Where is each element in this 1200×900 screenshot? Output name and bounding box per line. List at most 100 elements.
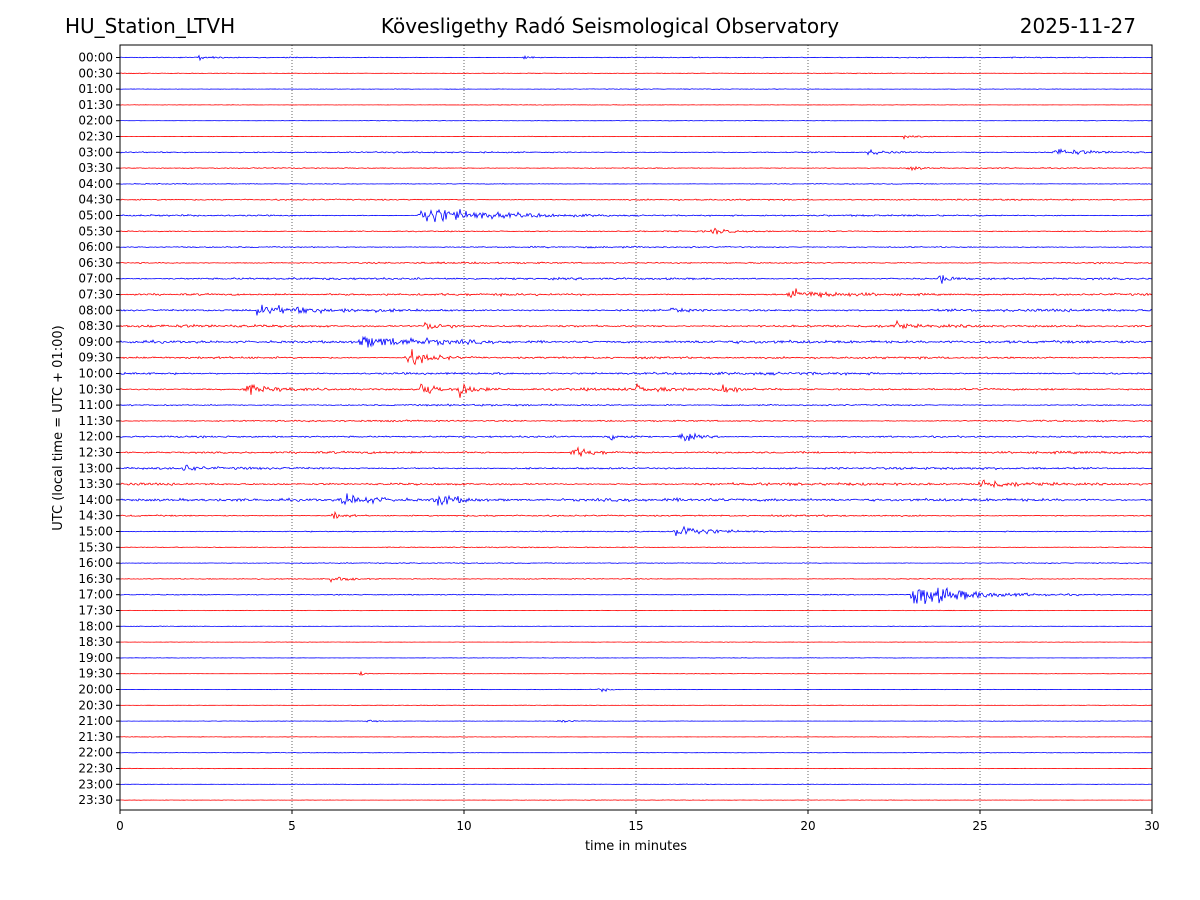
- y-tick-label: 05:30: [78, 224, 113, 238]
- y-tick-label: 05:00: [78, 209, 113, 223]
- x-tick-label: 15: [628, 819, 643, 833]
- y-tick-label: 14:30: [78, 509, 113, 523]
- trace-1200: [119, 432, 1153, 442]
- y-tick-label: 20:00: [78, 683, 113, 697]
- trace-0200: [119, 119, 1153, 122]
- seismic-traces: [119, 54, 1153, 801]
- station-name: HU_Station_LTVH: [65, 14, 236, 38]
- y-tick-label: 06:00: [78, 240, 113, 254]
- trace-0230: [119, 134, 1153, 140]
- trace-0800: [119, 304, 1153, 316]
- chart-date: 2025-11-27: [1019, 14, 1136, 38]
- y-tick-label: 00:00: [78, 51, 113, 65]
- trace-1230: [119, 446, 1153, 457]
- trace-0900: [119, 335, 1153, 348]
- x-tick-label: 10: [456, 819, 471, 833]
- x-tick-label: 30: [1144, 819, 1159, 833]
- y-tick-label: 23:00: [78, 777, 113, 791]
- y-tick-label: 17:00: [78, 588, 113, 602]
- y-tick-label: 06:30: [78, 256, 113, 270]
- trace-0930: [119, 349, 1153, 366]
- trace-1630: [119, 576, 1153, 583]
- y-tick-label: 21:00: [78, 714, 113, 728]
- trace-1900: [119, 657, 1153, 659]
- trace-0300: [119, 148, 1153, 156]
- y-tick-label: 17:30: [78, 604, 113, 618]
- y-tick-label: 09:30: [78, 351, 113, 365]
- trace-1400: [119, 493, 1153, 506]
- y-tick-label: 03:30: [78, 161, 113, 175]
- y-tick-label: 04:30: [78, 193, 113, 207]
- trace-2230: [119, 767, 1153, 770]
- x-tick-label: 0: [116, 819, 124, 833]
- trace-0430: [119, 198, 1153, 202]
- trace-1830: [119, 641, 1153, 643]
- y-tick-label: 13:00: [78, 461, 113, 475]
- trace-0000: [119, 54, 1153, 62]
- trace-1300: [119, 464, 1153, 472]
- y-tick-label: 15:00: [78, 525, 113, 539]
- trace-2130: [120, 736, 1153, 738]
- y-tick-label: 02:30: [78, 130, 113, 144]
- x-axis-ticks: 0 5 10 15 20 25 30: [116, 810, 1160, 833]
- trace-1430: [119, 510, 1153, 519]
- y-tick-label: 22:00: [78, 746, 113, 760]
- trace-0600: [119, 245, 1153, 249]
- trace-2030: [119, 704, 1153, 707]
- y-tick-label: 19:30: [78, 667, 113, 681]
- y-tick-label: 08:30: [78, 319, 113, 333]
- y-tick-label: 13:30: [78, 477, 113, 491]
- trace-1130: [119, 419, 1153, 423]
- y-tick-label: 10:30: [78, 382, 113, 396]
- y-tick-label: 09:00: [78, 335, 113, 349]
- trace-0500: [119, 208, 1153, 223]
- trace-2200: [119, 751, 1153, 754]
- grid-lines: [291, 45, 981, 810]
- x-tick-label: 25: [972, 819, 987, 833]
- trace-1600: [119, 561, 1153, 565]
- trace-0400: [119, 182, 1153, 185]
- y-tick-label: 16:30: [78, 572, 113, 586]
- trace-1000: [119, 371, 1153, 376]
- trace-0730: [119, 288, 1153, 299]
- trace-0030: [119, 72, 1153, 75]
- y-tick-label: 12:30: [78, 446, 113, 460]
- y-tick-label: 07:00: [78, 272, 113, 286]
- y-tick-label: 18:00: [78, 619, 113, 633]
- trace-2100: [119, 719, 1153, 723]
- y-tick-label: 20:30: [78, 698, 113, 712]
- trace-0330: [119, 165, 1153, 172]
- y-tick-label: 21:30: [78, 730, 113, 744]
- y-tick-label: 04:00: [78, 177, 113, 191]
- trace-1700: [119, 586, 1153, 605]
- y-tick-label: 07:30: [78, 288, 113, 302]
- trace-1730: [119, 609, 1153, 612]
- y-tick-label: 01:00: [78, 82, 113, 96]
- y-tick-label: 23:30: [78, 793, 113, 807]
- y-tick-label: 18:30: [78, 635, 113, 649]
- trace-1930: [119, 670, 1153, 676]
- x-axis-label: time in minutes: [585, 839, 687, 854]
- y-tick-label: 19:00: [78, 651, 113, 665]
- y-tick-label: 14:00: [78, 493, 113, 507]
- trace-1100: [119, 403, 1153, 407]
- trace-2000: [119, 688, 1153, 693]
- trace-0830: [119, 319, 1153, 331]
- trace-1530: [119, 546, 1153, 549]
- y-tick-label: 01:30: [78, 98, 113, 112]
- x-tick-label: 20: [800, 819, 815, 833]
- trace-0100: [119, 88, 1153, 90]
- y-tick-label: 11:30: [78, 414, 113, 428]
- trace-0630: [119, 261, 1153, 265]
- y-tick-label: 08:00: [78, 303, 113, 317]
- y-tick-label: 16:00: [78, 556, 113, 570]
- y-tick-label: 15:30: [78, 540, 113, 554]
- trace-1030: [119, 382, 1153, 398]
- trace-0700: [119, 275, 1153, 284]
- chart-title: Kövesligethy Radó Seismological Observat…: [380, 14, 840, 38]
- y-axis-label: UTC (local time = UTC + 01:00): [51, 325, 66, 530]
- trace-1800: [119, 625, 1153, 628]
- trace-1500: [119, 525, 1153, 537]
